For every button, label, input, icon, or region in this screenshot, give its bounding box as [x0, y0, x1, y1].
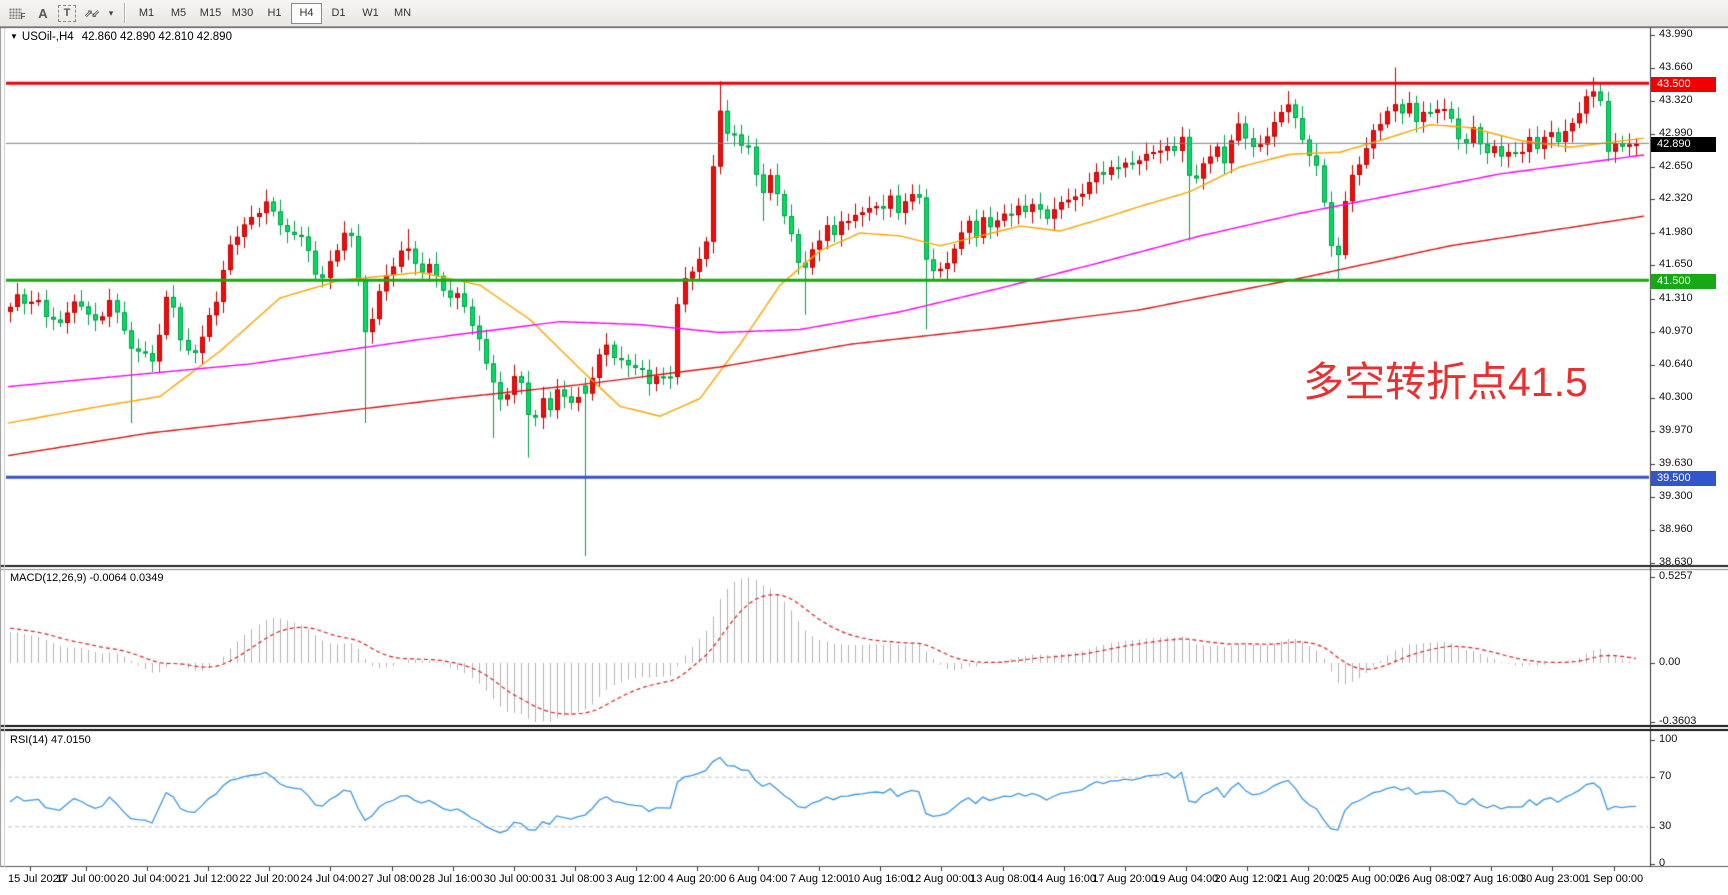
chart-title: ▼ USOil-,H4 42.860 42.890 42.810 42.890	[10, 31, 232, 43]
macd-label: MACD(12,26,9) -0.0064 0.0349	[10, 572, 164, 584]
date-tick-label: 20 Jul 04:00	[117, 873, 178, 885]
date-tick-label: 21 Jul 12:00	[178, 873, 239, 885]
axis-tick-label: 38.630	[1659, 555, 1693, 568]
timeframe-button-m5[interactable]: M5	[170, 6, 187, 19]
axis-tick-label: 0.00	[1659, 656, 1681, 668]
symbol-name: USOil-,H4	[21, 31, 74, 43]
timeframe-button-d1[interactable]: D1	[331, 6, 346, 19]
macd-values: -0.0064 0.0349	[89, 572, 164, 584]
ohlc-quote: 42.860 42.890 42.810 42.890	[81, 31, 232, 43]
date-tick-label: 26 Aug 08:00	[1397, 873, 1463, 885]
date-tick-label: 10 Aug 16:00	[847, 873, 913, 885]
date-tick-label: 21 Aug 20:00	[1275, 873, 1341, 885]
date-tick-label: 27 Aug 16:00	[1458, 873, 1524, 885]
text-label-a-icon[interactable]: A	[38, 5, 48, 21]
axis-tick-label: 30	[1659, 819, 1672, 832]
date-tick-label: 7 Aug 12:00	[789, 873, 849, 885]
axis-tick-label: 42.320	[1659, 192, 1693, 205]
date-tick-label: 19 Aug 04:00	[1153, 873, 1219, 885]
text-box-t-icon[interactable]: T	[58, 4, 76, 22]
timeframe-button-mn[interactable]: MN	[393, 6, 412, 19]
dots-grid-icon	[8, 7, 22, 19]
cursor-styles-icon[interactable]: ⇗⇙	[83, 7, 100, 20]
symbol-dropdown-caret[interactable]: ▼	[10, 32, 18, 41]
axis-tick-label: 39.970	[1659, 423, 1693, 436]
axis-tick-label: 42.990	[1659, 126, 1693, 139]
price-level-label: 43.500	[1651, 76, 1716, 92]
axis-tick-label: 38.960	[1659, 523, 1693, 536]
toolbar-separator	[124, 3, 125, 23]
axis-tick-label: 41.980	[1659, 225, 1693, 238]
axis-tick-label: -0.3603	[1659, 714, 1697, 727]
date-tick-label: 1 Sep 00:00	[1583, 873, 1644, 885]
date-tick-label: 17 Aug 20:00	[1092, 873, 1158, 885]
date-tick-label: 30 Jul 00:00	[483, 873, 544, 885]
date-tick-label: 30 Aug 23:00	[1519, 873, 1585, 885]
date-tick-label: 13 Aug 08:00	[970, 873, 1035, 885]
timeframe-button-w1[interactable]: W1	[362, 6, 379, 19]
axis-tick-label: 43.320	[1659, 93, 1693, 106]
date-tick-label: 12 Aug 00:00	[908, 873, 974, 885]
axis-tick-label: 42.650	[1659, 159, 1693, 172]
chevron-down-icon[interactable]: ▾	[108, 7, 114, 18]
axis-tick-label: 41.650	[1659, 258, 1693, 271]
date-tick-label: 22 Jul 20:00	[239, 873, 300, 885]
timeframe-group: M1 M5 M15 M30 H1 H4 D1 W1 MN	[131, 2, 419, 24]
timeframe-button-m30[interactable]: M30	[231, 6, 254, 19]
axis-tick-label: 0.5257	[1659, 569, 1693, 582]
axis-tick-label: 70	[1659, 770, 1672, 783]
f-letter: F	[20, 11, 26, 21]
annotation-text: 多空转折点41.5	[1303, 359, 1588, 405]
date-tick-label: 4 Aug 20:00	[667, 873, 727, 885]
grid-indicator-icon[interactable]: F	[6, 3, 28, 23]
rsi-name: RSI(14)	[10, 734, 48, 746]
macd-name: MACD(12,26,9)	[10, 572, 87, 584]
date-tick-label: 15 Jul 2020	[8, 873, 65, 885]
axis-tick-label: 43.660	[1659, 60, 1693, 73]
axis-tick-label: 40.970	[1659, 325, 1693, 338]
date-tick-label: 20 Aug 12:00	[1214, 873, 1280, 885]
axis-tick-label: 0	[1659, 857, 1666, 869]
date-tick-label: 17 Jul 00:00	[56, 873, 116, 885]
timeframe-button-h1[interactable]: H1	[267, 6, 282, 19]
axis-tick-label: 39.300	[1659, 489, 1693, 502]
date-tick-label: 27 Jul 08:00	[361, 873, 422, 885]
rsi-label: RSI(14) 47.0150	[10, 734, 91, 746]
date-tick-label: 14 Aug 16:00	[1031, 873, 1097, 885]
price-level-label: 41.500	[1651, 273, 1716, 289]
axis-tick-label: 40.300	[1659, 391, 1693, 404]
price-level-label: 42.890	[1651, 136, 1716, 152]
timeframe-button-m1[interactable]: M1	[138, 6, 155, 19]
date-tick-label: 31 Jul 08:00	[544, 873, 605, 885]
axis-tick-label: 43.990	[1659, 28, 1693, 40]
date-tick-label: 3 Aug 12:00	[606, 873, 666, 885]
date-tick-label: 28 Jul 16:00	[422, 873, 483, 885]
toolbar: F A T ⇗⇙ ▾ M1 M5 M15 M30 H1 H4 D1 W1 MN	[0, 0, 1728, 27]
date-tick-label: 24 Jul 04:00	[300, 873, 361, 885]
timeframe-button-m15[interactable]: M15	[199, 6, 222, 19]
axis-tick-label: 40.640	[1659, 357, 1693, 370]
axis-tick-label: 100	[1659, 733, 1678, 745]
axis-tick-label: 41.310	[1659, 291, 1693, 304]
timeframe-button-h4[interactable]: H4	[291, 2, 322, 24]
date-tick-label: 25 Aug 00:00	[1336, 873, 1402, 885]
toolbar-icon-group: F A T ⇗⇙ ▾	[0, 0, 120, 26]
axis-tick-label: 39.630	[1659, 457, 1693, 470]
date-tick-label: 6 Aug 04:00	[728, 873, 788, 885]
price-level-label: 39.500	[1651, 470, 1716, 486]
rsi-value: 47.0150	[50, 734, 91, 746]
